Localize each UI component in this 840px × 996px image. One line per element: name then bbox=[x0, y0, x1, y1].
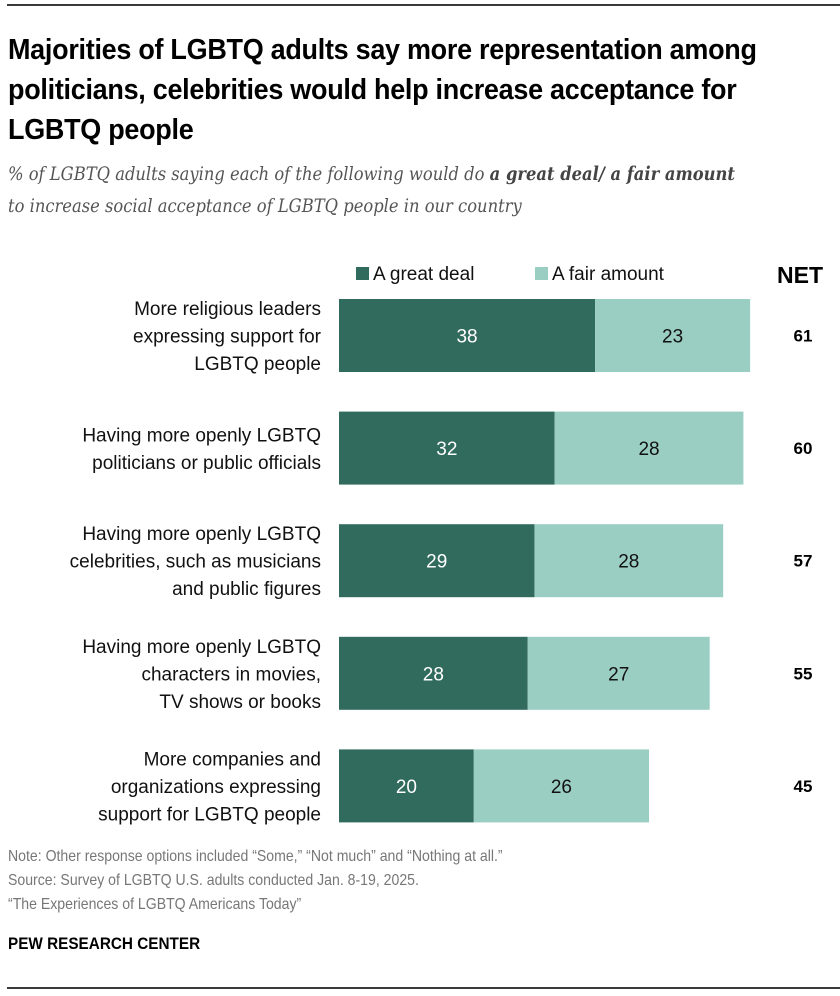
category-label: politicians or public officials bbox=[92, 453, 321, 474]
category-label: Having more openly LGBTQ bbox=[82, 524, 321, 545]
category-label: support for LGBTQ people bbox=[98, 804, 321, 825]
bar-row: Having more openly LGBTQ characters in mo… bbox=[82, 636, 813, 713]
pew-logo-text: PEW RESEARCH CENTER bbox=[8, 934, 201, 953]
source-text: Source: Survey of LGBTQ U.S. adults cond… bbox=[8, 872, 419, 889]
bar-fair-amount bbox=[534, 524, 724, 598]
subtitle-part-1: a great deal/ a fair amount bbox=[489, 163, 735, 185]
bottom-rule bbox=[7, 987, 840, 989]
bar-great-deal bbox=[339, 749, 474, 823]
subtitle-part-2: to increase social acceptance of LGBTQ p… bbox=[8, 195, 522, 217]
category-label: LGBTQ people bbox=[194, 354, 321, 375]
legend-label-great-deal: A great deal bbox=[373, 264, 474, 285]
category-label: TV shows or books bbox=[159, 692, 321, 713]
chart-subtitle: % of LGBTQ adults saying each of the fol… bbox=[8, 158, 748, 222]
legend-swatch-great-deal bbox=[356, 267, 369, 280]
bar-row: More religious leaders expressing support… bbox=[133, 299, 812, 375]
bar-label-great-deal: 28 bbox=[423, 664, 444, 685]
category-label: celebrities, such as musicians bbox=[70, 552, 321, 573]
bar-fair-amount bbox=[527, 636, 710, 710]
bar-label-fair-amount: 28 bbox=[638, 439, 659, 460]
bar-row: More companies and organizations expressi… bbox=[98, 749, 812, 825]
bar-label-fair-amount: 27 bbox=[608, 664, 629, 685]
top-rule bbox=[7, 4, 840, 6]
legend-swatch-fair-amount bbox=[535, 267, 548, 280]
net-value: 57 bbox=[794, 552, 813, 571]
category-label: expressing support for bbox=[133, 327, 322, 348]
stacked-bar-chart: A great deal A fair amount NET More reli… bbox=[70, 262, 823, 825]
net-value: 61 bbox=[794, 327, 813, 346]
bar-label-great-deal: 32 bbox=[436, 439, 457, 460]
notes: Note: Other response options included “S… bbox=[8, 845, 800, 917]
legend-label-fair-amount: A fair amount bbox=[552, 264, 665, 285]
bar-row: Having more openly LGBTQ politicians or p… bbox=[82, 411, 813, 485]
bar-fair-amount bbox=[473, 749, 650, 823]
bar-great-deal bbox=[339, 636, 528, 710]
bar-label-fair-amount: 28 bbox=[618, 552, 639, 573]
category-label: organizations expressing bbox=[111, 777, 321, 798]
subtitle-part-0: % of LGBTQ adults saying each of the fol… bbox=[8, 163, 490, 185]
bar-row: Having more openly LGBTQ celebrities, suc… bbox=[70, 524, 813, 600]
category-label: More companies and bbox=[144, 749, 321, 770]
legend: A great deal A fair amount NET bbox=[356, 262, 823, 288]
net-value: 60 bbox=[794, 439, 813, 458]
category-label: Having more openly LGBTQ bbox=[82, 637, 321, 658]
bar-label-fair-amount: 23 bbox=[662, 327, 683, 348]
bar-label-great-deal: 29 bbox=[426, 552, 447, 573]
report-title: “The Experiences of LGBTQ Americans Toda… bbox=[8, 896, 302, 913]
bar-label-great-deal: 38 bbox=[456, 327, 477, 348]
net-header: NET bbox=[777, 262, 823, 288]
bar-label-fair-amount: 26 bbox=[551, 777, 572, 798]
bar-great-deal bbox=[339, 299, 596, 372]
category-label: and public figures bbox=[172, 579, 321, 600]
note-text: Note: Other response options included “S… bbox=[8, 848, 503, 865]
category-label: More religious leaders bbox=[134, 299, 321, 320]
bar-fair-amount bbox=[554, 411, 744, 485]
bar-label-great-deal: 20 bbox=[396, 777, 417, 798]
category-label: Having more openly LGBTQ bbox=[82, 425, 321, 446]
category-label: characters in movies, bbox=[141, 664, 321, 685]
bar-fair-amount bbox=[595, 299, 751, 372]
bar-great-deal bbox=[339, 411, 555, 485]
net-value: 55 bbox=[794, 664, 813, 683]
net-value: 45 bbox=[794, 777, 813, 796]
bar-great-deal bbox=[339, 524, 535, 598]
chart-title: Majorities of LGBTQ adults say more repr… bbox=[8, 34, 757, 146]
